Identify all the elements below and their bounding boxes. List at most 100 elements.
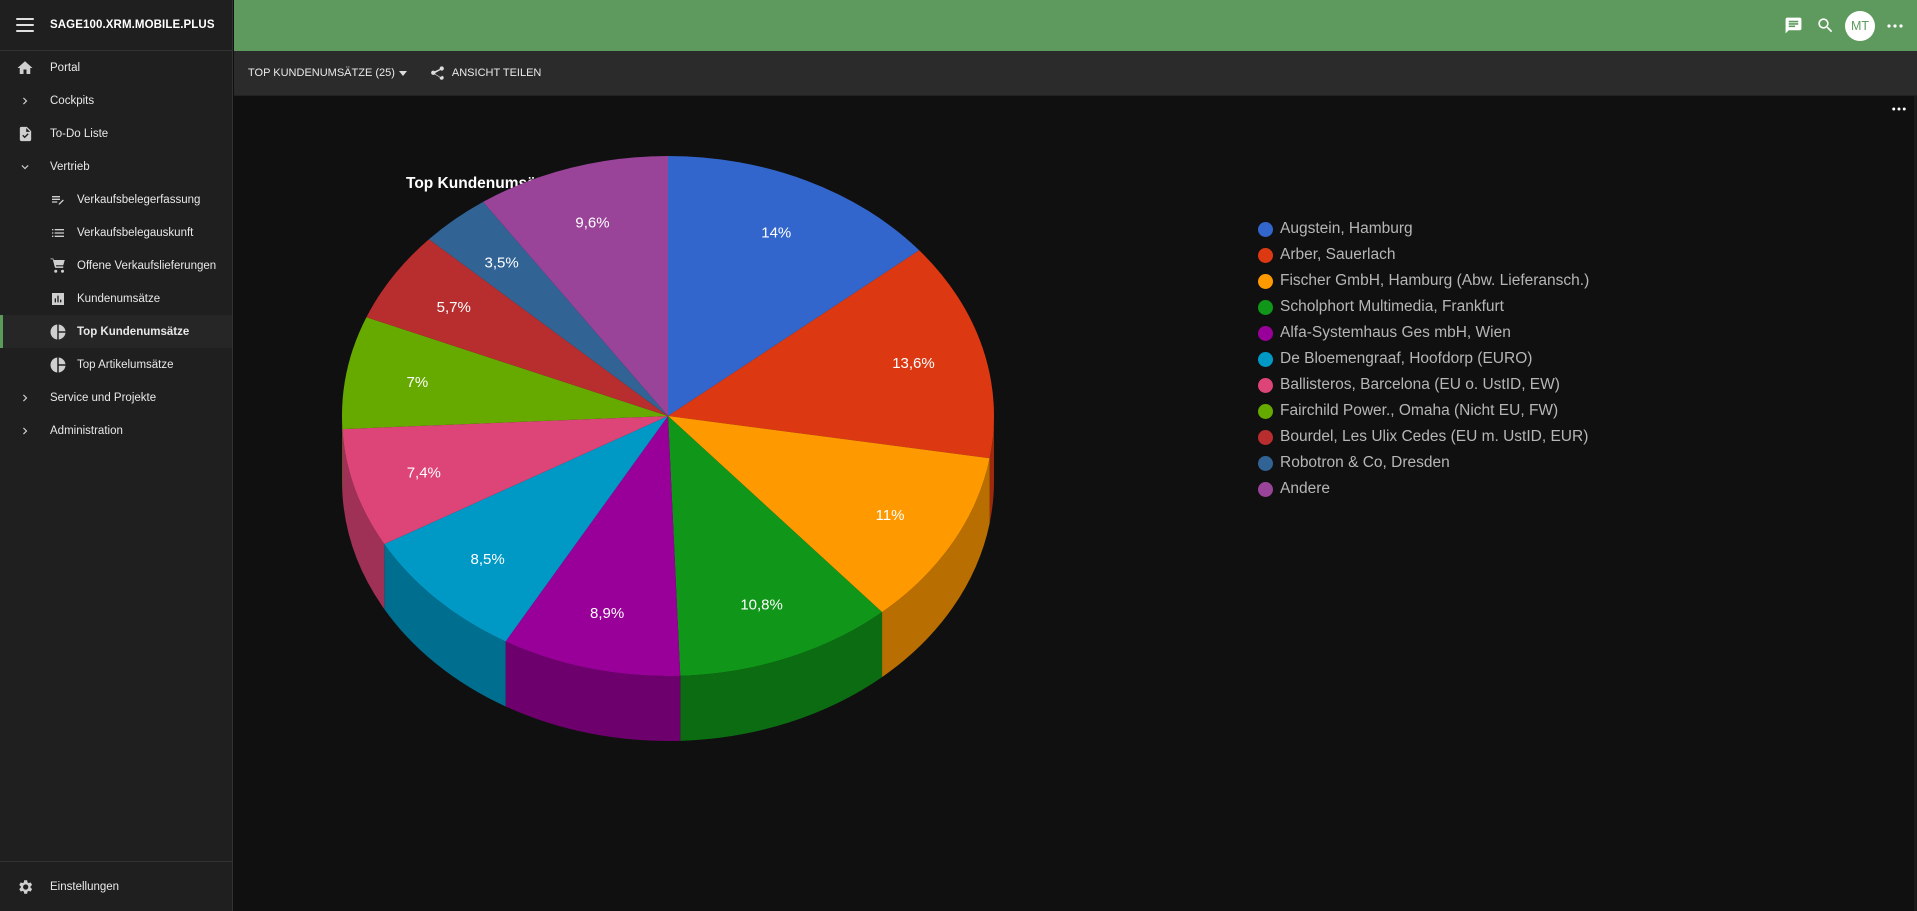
scrollbar[interactable]	[1914, 96, 1917, 911]
sidebar-item-label: Einstellungen	[50, 880, 120, 893]
pie-slice-label-9: 3,5%	[485, 255, 519, 272]
pie-slice-0[interactable]	[668, 156, 920, 416]
sidebar-item-label: Top Artikelumsätze	[77, 358, 174, 371]
menu-icon[interactable]	[16, 18, 34, 32]
legend-item[interactable]: Alfa-Systemhaus Ges mbH, Wien	[1258, 320, 1589, 346]
sidebar-item-vertrieb[interactable]: Vertrieb	[0, 150, 232, 183]
legend-label: Bourdel, Les Ulix Cedes (EU m. UstID, EU…	[1280, 428, 1589, 445]
legend-label: Fairchild Power., Omaha (Nicht EU, FW)	[1280, 402, 1559, 419]
legend-swatch	[1258, 377, 1273, 393]
pie-slice-label-6: 7,4%	[407, 465, 441, 482]
pie-slice-side-5	[384, 544, 506, 707]
legend-item[interactable]: Bourdel, Les Ulix Cedes (EU m. UstID, EU…	[1258, 424, 1589, 450]
list-icon	[48, 223, 68, 243]
sidebar-item-verkaufsbelegerfassung[interactable]: Verkaufsbelegerfassung	[0, 183, 232, 216]
legend-item[interactable]: Ballisteros, Barcelona (EU o. UstID, EW)	[1258, 372, 1589, 398]
pie-chart-icon	[48, 355, 68, 375]
legend-item[interactable]: De Bloemengraaf, Hoofdorp (EURO)	[1258, 346, 1589, 372]
legend-label: Scholphort Multimedia, Frankfurt	[1280, 298, 1504, 315]
sidebar-item-label: Kundenumsätze	[77, 292, 161, 305]
sidebar-item-einstellungen[interactable]: Einstellungen	[0, 861, 232, 911]
avatar[interactable]: MT	[1845, 10, 1875, 41]
legend-item[interactable]: Scholphort Multimedia, Frankfurt	[1258, 294, 1589, 320]
search-icon[interactable]	[1811, 12, 1839, 40]
legend-label: Arber, Sauerlach	[1280, 246, 1396, 263]
share-view-label: ANSICHT TEILEN	[451, 67, 542, 79]
sidebar-item-offene-verkaufslieferungen[interactable]: Offene Verkaufslieferungen	[0, 249, 232, 282]
sidebar-item-portal[interactable]: Portal	[0, 51, 232, 84]
legend-swatch	[1258, 299, 1273, 315]
pie-slice-label-2: 11%	[876, 507, 905, 524]
pie-side-group	[342, 416, 994, 741]
legend-swatch	[1258, 351, 1273, 367]
sidebar-item-label: Offene Verkaufslieferungen	[77, 259, 217, 272]
chart-panel: Top Kundenumsätze 14% 13,6% 11% 10,8% 8,9% 8,…	[234, 96, 1917, 911]
chat-icon[interactable]	[1779, 12, 1807, 40]
pie-slice-side-2	[882, 458, 990, 678]
sidebar-item-verkaufsbelegauskunft[interactable]: Verkaufsbelegauskunft	[0, 216, 232, 249]
sidebar-item-label: Service und Projekte	[50, 391, 157, 404]
pie-slice-10[interactable]	[483, 156, 668, 416]
sidebar-item-label: Vertrieb	[50, 160, 90, 173]
pie-top-group	[342, 156, 994, 676]
pie-slice-side-1	[989, 416, 994, 524]
legend-item[interactable]: Robotron & Co, Dresden	[1258, 450, 1589, 476]
sidebar-item-label: Top Kundenumsätze	[77, 325, 190, 338]
view-select-label: TOP KUNDENUMSÄTZE (25)	[248, 67, 395, 79]
sidebar-item-top-kundenumsaetze[interactable]: Top Kundenumsätze	[0, 315, 232, 348]
pie-slice-2[interactable]	[668, 416, 990, 613]
sidebar-item-top-artikelumsaetze[interactable]: Top Artikelumsätze	[0, 348, 232, 381]
legend-item[interactable]: Arber, Sauerlach	[1258, 242, 1589, 268]
legend-swatch	[1258, 325, 1273, 341]
legend-item[interactable]: Augstein, Hamburg	[1258, 216, 1589, 242]
view-select-dropdown[interactable]: TOP KUNDENUMSÄTZE (25)	[248, 67, 407, 79]
pie-slice-label-0: 14%	[761, 225, 791, 242]
brand-bar: SAGE100.XRM.MOBILE.PLUS	[0, 0, 232, 51]
pie-slice-3[interactable]	[668, 416, 883, 676]
task-check-icon	[15, 124, 35, 144]
legend-swatch	[1258, 221, 1273, 237]
home-icon	[15, 58, 35, 78]
pie-slice-side-6	[342, 429, 385, 610]
chart-more-icon[interactable]	[1889, 102, 1909, 116]
legend-label: De Bloemengraaf, Hoofdorp (EURO)	[1280, 350, 1533, 367]
pie-slice-5[interactable]	[384, 416, 668, 642]
pie-slice-label-3: 10,8%	[740, 597, 783, 614]
legend-label: Robotron & Co, Dresden	[1280, 454, 1450, 471]
legend-swatch	[1258, 429, 1273, 445]
pie-slice-label-10: 9,6%	[575, 214, 609, 231]
chevron-down-icon	[15, 157, 35, 177]
legend-label: Augstein, Hamburg	[1280, 220, 1413, 237]
pie-chart: 14% 13,6% 11% 10,8% 8,9% 8,5% 7,4% 7% 5,7% 3,5% 9,…	[342, 156, 994, 741]
pie-slice-9[interactable]	[428, 201, 668, 416]
share-view-button[interactable]: ANSICHT TEILEN	[429, 65, 541, 82]
sidebar-item-service-und-projekte[interactable]: Service und Projekte	[0, 381, 232, 414]
pie-slice-4[interactable]	[505, 416, 681, 676]
pie-slice-label-8: 5,7%	[437, 299, 471, 316]
app-title: SAGE100.XRM.MOBILE.PLUS	[50, 19, 215, 31]
pie-slice-7[interactable]	[342, 317, 668, 430]
more-horizontal-icon[interactable]	[1881, 12, 1909, 40]
sidebar-item-label: Verkaufsbelegerfassung	[77, 193, 201, 206]
legend-label: Fischer GmbH, Hamburg (Abw. Lieferansch.…	[1280, 272, 1590, 289]
sidebar-item-todo-liste[interactable]: To-Do Liste	[0, 117, 232, 150]
legend-swatch	[1258, 247, 1273, 263]
caret-down-icon	[398, 70, 407, 76]
pie-slice-label-7: 7%	[407, 374, 429, 391]
legend-swatch	[1258, 455, 1273, 471]
legend-item[interactable]: Andere	[1258, 476, 1589, 502]
sidebar-item-cockpits[interactable]: Cockpits	[0, 84, 232, 117]
legend-item[interactable]: Fischer GmbH, Hamburg (Abw. Lieferansch.…	[1258, 268, 1589, 294]
sidebar-item-kundenumsaetze[interactable]: Kundenumsätze	[0, 282, 232, 315]
legend-item[interactable]: Fairchild Power., Omaha (Nicht EU, FW)	[1258, 398, 1589, 424]
chart-legend: Augstein, Hamburg Arber, Sauerlach Fischer…	[1258, 216, 1589, 502]
pie-slice-6[interactable]	[342, 416, 668, 545]
pie-slice-1[interactable]	[668, 250, 994, 459]
sidebar-item-administration[interactable]: Administration	[0, 414, 232, 447]
bar-chart-icon	[48, 289, 68, 309]
pie-chart-icon	[48, 322, 68, 342]
pie-slice-side-3	[680, 612, 883, 741]
pie-slice-label-5: 8,5%	[471, 551, 505, 568]
edit-list-icon	[48, 190, 68, 210]
pie-slice-8[interactable]	[366, 239, 668, 416]
